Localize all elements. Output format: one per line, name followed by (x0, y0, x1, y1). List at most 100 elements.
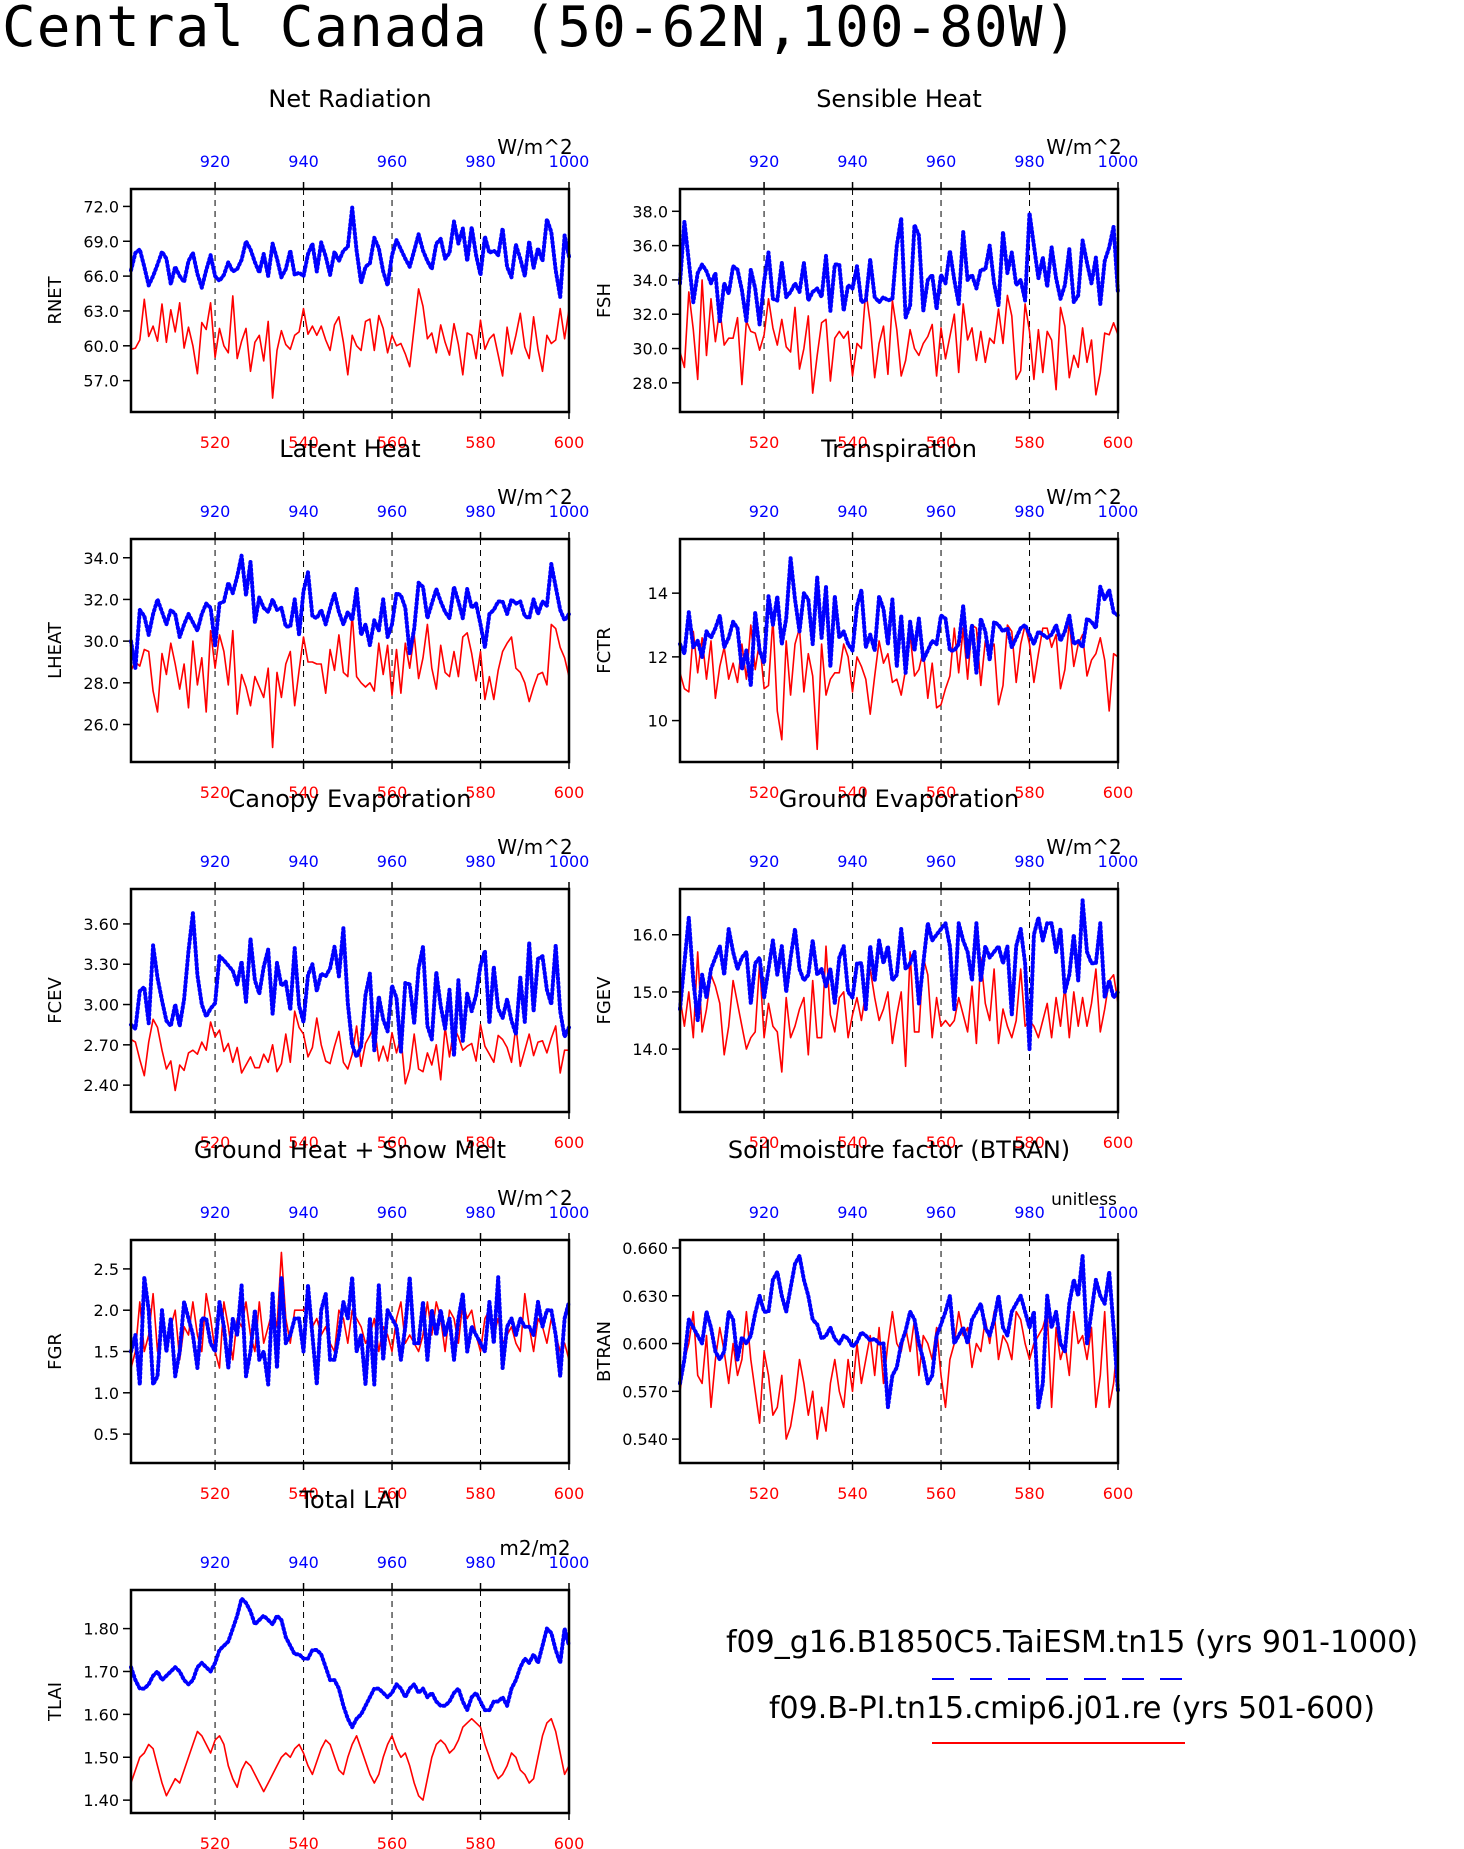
y-tick-label: 3.00 (83, 996, 119, 1015)
series-line-dotted (129, 553, 571, 671)
panels-group: Net Radiation W/m^2 RNET 520 540 560 580 600 920… (45, 85, 1138, 1849)
x-top-tick-label: 960 (377, 852, 408, 871)
y-axis-label: FGR (45, 1333, 66, 1370)
series-line-dotted (129, 911, 571, 1059)
x-top-tick-label: 960 (926, 502, 957, 521)
series-line-solid (130, 1717, 570, 1801)
x-bottom-tick-label: 520 (749, 1484, 780, 1503)
x-top-tick-label: 980 (1014, 852, 1045, 871)
plot-frame (678, 187, 1120, 414)
units-label: W/m^2 (497, 1186, 572, 1210)
x-top-tick-label: 960 (926, 1203, 957, 1222)
chart-panel: Canopy Evaporation W/m^2 FCEV 520 540 560 580 6… (45, 785, 589, 1152)
series-line-dotted (678, 211, 1120, 327)
x-bottom-tick-label: 560 (926, 1484, 957, 1503)
x-bottom-tick-label: 540 (837, 1484, 868, 1503)
series-line-dotted (129, 1596, 571, 1730)
y-tick-label: 2.5 (94, 1260, 119, 1279)
chart-panel: Ground Heat + Snow Melt W/m^2 FGR 520 540 560… (45, 1136, 589, 1503)
x-bottom-tick-label: 560 (377, 433, 408, 452)
x-top-tick-label: 920 (749, 502, 780, 521)
y-tick-label: 0.5 (94, 1425, 119, 1444)
x-top-tick-label: 920 (200, 1553, 231, 1572)
x-top-tick-label: 1000 (1098, 152, 1139, 171)
plot-frame (129, 887, 571, 1114)
y-tick-label: 63.0 (83, 302, 119, 321)
y-tick-label: 1.0 (94, 1384, 119, 1403)
legend-group: f09_g16.B1850C5.TaiESM.tn15 (yrs 901-100… (726, 1625, 1418, 1744)
x-top-tick-label: 920 (749, 152, 780, 171)
y-tick-label: 69.0 (83, 232, 119, 251)
y-axis-label: FGEV (594, 976, 615, 1025)
x-top-tick-label: 980 (1014, 1203, 1045, 1222)
x-top-tick-label: 940 (288, 1553, 319, 1572)
y-tick-label: 34.0 (83, 549, 119, 568)
y-tick-label: 14 (648, 584, 668, 603)
x-bottom-tick-label: 540 (288, 1133, 319, 1152)
x-bottom-tick-label: 580 (1014, 783, 1045, 802)
x-top-tick-label: 960 (377, 152, 408, 171)
y-axis-label: TLAI (45, 1682, 66, 1722)
plot-frame (678, 887, 1120, 1114)
plot-frame (129, 187, 571, 414)
y-tick-label: 2.40 (83, 1076, 119, 1095)
chart-panel: Ground Evaporation W/m^2 FGEV 520 540 560 580 6… (594, 785, 1138, 1152)
x-top-tick-label: 920 (200, 1203, 231, 1222)
x-top-tick-label: 940 (837, 1203, 868, 1222)
x-bottom-tick-label: 540 (288, 1484, 319, 1503)
panel-title: Net Radiation (268, 85, 431, 113)
x-bottom-tick-label: 580 (465, 433, 496, 452)
units-label: W/m^2 (497, 135, 572, 159)
y-tick-label: 36.0 (632, 237, 668, 256)
series-line-solid (679, 945, 1119, 1073)
x-bottom-tick-label: 600 (554, 433, 585, 452)
x-top-tick-label: 940 (837, 852, 868, 871)
x-bottom-tick-label: 520 (749, 1133, 780, 1152)
y-tick-label: 0.660 (622, 1239, 668, 1258)
y-tick-label: 14.0 (632, 1040, 668, 1059)
x-top-tick-label: 940 (288, 502, 319, 521)
y-axis-label: BTRAN (594, 1321, 615, 1382)
x-bottom-tick-label: 580 (1014, 1484, 1045, 1503)
series-line-dotted (129, 1275, 571, 1387)
units-label: m2/m2 (499, 1536, 570, 1560)
y-tick-label: 3.60 (83, 915, 119, 934)
x-top-tick-label: 960 (377, 502, 408, 521)
y-axis-label: FCEV (45, 977, 66, 1024)
y-tick-label: 72.0 (83, 197, 119, 216)
x-bottom-tick-label: 560 (926, 1133, 957, 1152)
x-top-tick-label: 1000 (549, 1553, 590, 1572)
x-top-tick-label: 920 (200, 152, 231, 171)
x-top-tick-label: 1000 (1098, 1203, 1139, 1222)
y-tick-label: 1.50 (83, 1748, 119, 1767)
x-top-tick-label: 1000 (549, 502, 590, 521)
panel-title: Transpiration (820, 435, 977, 463)
x-bottom-tick-label: 540 (837, 783, 868, 802)
chart-panel: Sensible Heat W/m^2 FSH 520 540 560 580 600 920 9… (594, 85, 1138, 452)
x-top-tick-label: 920 (749, 1203, 780, 1222)
panel-title: Sensible Heat (816, 85, 982, 113)
x-bottom-tick-label: 540 (837, 433, 868, 452)
x-bottom-tick-label: 520 (200, 1133, 231, 1152)
chart-panel: Total LAI m2/m2 TLAI 520 540 560 580 600 920 940 9… (45, 1486, 589, 1849)
plot-frame (129, 1588, 571, 1815)
x-top-tick-label: 980 (465, 152, 496, 171)
x-bottom-tick-label: 520 (749, 783, 780, 802)
x-bottom-tick-label: 600 (1103, 1484, 1134, 1503)
units-label: W/m^2 (497, 835, 572, 859)
chart-panel: Transpiration W/m^2 FCTR 520 540 560 580 600 920… (594, 435, 1138, 802)
x-bottom-tick-label: 520 (200, 1484, 231, 1503)
x-bottom-tick-label: 540 (288, 783, 319, 802)
series-line-dotted (678, 1253, 1120, 1410)
x-bottom-tick-label: 520 (200, 783, 231, 802)
y-tick-label: 57.0 (83, 372, 119, 391)
series-line-solid (679, 279, 1119, 396)
series-line-solid (130, 613, 570, 749)
y-tick-label: 10 (648, 712, 668, 731)
y-tick-label: 1.60 (83, 1705, 119, 1724)
y-tick-label: 30.0 (632, 340, 668, 359)
x-bottom-tick-label: 560 (377, 783, 408, 802)
y-tick-label: 0.570 (622, 1382, 668, 1401)
x-top-tick-label: 980 (1014, 152, 1045, 171)
x-bottom-tick-label: 560 (926, 783, 957, 802)
